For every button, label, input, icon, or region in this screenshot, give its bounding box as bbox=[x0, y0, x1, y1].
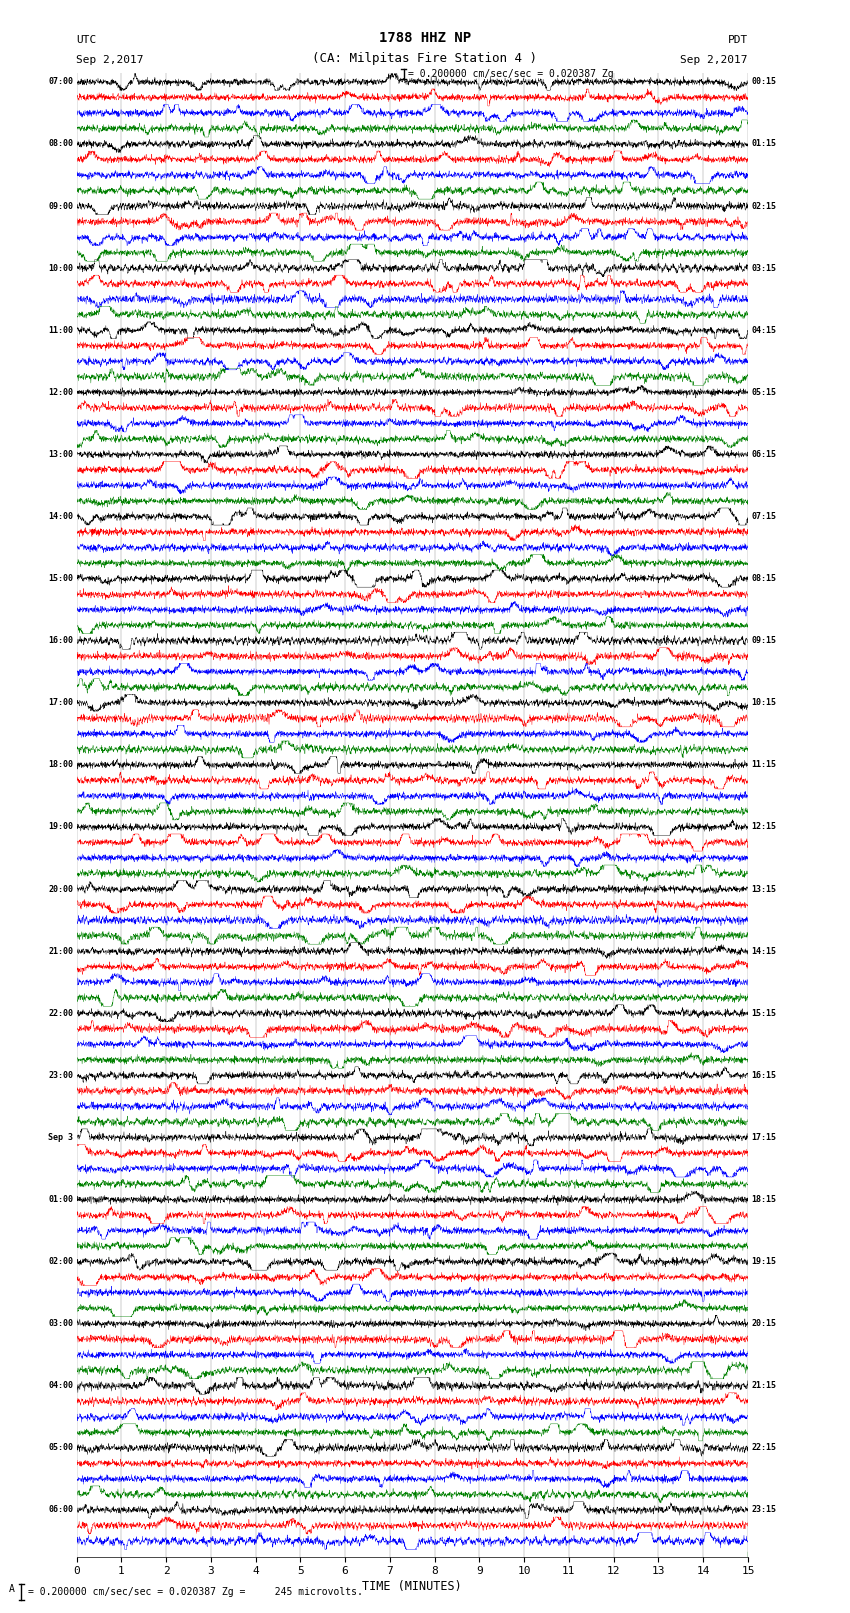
Text: 19:15: 19:15 bbox=[751, 1257, 776, 1266]
Text: 17:15: 17:15 bbox=[751, 1132, 776, 1142]
X-axis label: TIME (MINUTES): TIME (MINUTES) bbox=[362, 1581, 462, 1594]
Text: 22:00: 22:00 bbox=[48, 1008, 73, 1018]
Text: 14:15: 14:15 bbox=[751, 947, 776, 955]
Text: 06:15: 06:15 bbox=[751, 450, 776, 460]
Text: 04:00: 04:00 bbox=[48, 1381, 73, 1390]
Text: 14:00: 14:00 bbox=[48, 511, 73, 521]
Text: 21:00: 21:00 bbox=[48, 947, 73, 955]
Text: 09:15: 09:15 bbox=[751, 636, 776, 645]
Text: 11:00: 11:00 bbox=[48, 326, 73, 336]
Text: 17:00: 17:00 bbox=[48, 698, 73, 708]
Text: 03:15: 03:15 bbox=[751, 263, 776, 273]
Text: 23:00: 23:00 bbox=[48, 1071, 73, 1079]
Text: 08:15: 08:15 bbox=[751, 574, 776, 584]
Text: 11:15: 11:15 bbox=[751, 760, 776, 769]
Text: 18:00: 18:00 bbox=[48, 760, 73, 769]
Text: 00:15: 00:15 bbox=[751, 77, 776, 87]
Text: 15:15: 15:15 bbox=[751, 1008, 776, 1018]
Text: 03:00: 03:00 bbox=[48, 1319, 73, 1327]
Text: 16:00: 16:00 bbox=[48, 636, 73, 645]
Text: 04:15: 04:15 bbox=[751, 326, 776, 336]
Text: 19:00: 19:00 bbox=[48, 823, 73, 831]
Text: 18:15: 18:15 bbox=[751, 1195, 776, 1203]
Text: = 0.200000 cm/sec/sec = 0.020387 Zg: = 0.200000 cm/sec/sec = 0.020387 Zg bbox=[408, 69, 614, 79]
Text: 12:15: 12:15 bbox=[751, 823, 776, 831]
Text: 20:00: 20:00 bbox=[48, 884, 73, 894]
Text: 23:15: 23:15 bbox=[751, 1505, 776, 1515]
Text: 02:15: 02:15 bbox=[751, 202, 776, 211]
Text: 22:15: 22:15 bbox=[751, 1444, 776, 1452]
Text: Sep 2,2017: Sep 2,2017 bbox=[681, 55, 748, 65]
Text: Sep 3: Sep 3 bbox=[48, 1132, 73, 1142]
Text: PDT: PDT bbox=[728, 35, 748, 45]
Text: 1788 HHZ NP: 1788 HHZ NP bbox=[379, 31, 471, 45]
Text: A: A bbox=[8, 1584, 14, 1594]
Text: 07:15: 07:15 bbox=[751, 511, 776, 521]
Text: 09:00: 09:00 bbox=[48, 202, 73, 211]
Text: 10:00: 10:00 bbox=[48, 263, 73, 273]
Text: 10:15: 10:15 bbox=[751, 698, 776, 708]
Text: 15:00: 15:00 bbox=[48, 574, 73, 584]
Text: 01:15: 01:15 bbox=[751, 139, 776, 148]
Text: 07:00: 07:00 bbox=[48, 77, 73, 87]
Text: 16:15: 16:15 bbox=[751, 1071, 776, 1079]
Text: 05:15: 05:15 bbox=[751, 387, 776, 397]
Text: = 0.200000 cm/sec/sec = 0.020387 Zg =     245 microvolts.: = 0.200000 cm/sec/sec = 0.020387 Zg = 24… bbox=[28, 1587, 363, 1597]
Text: 08:00: 08:00 bbox=[48, 139, 73, 148]
Text: Sep 2,2017: Sep 2,2017 bbox=[76, 55, 144, 65]
Text: 02:00: 02:00 bbox=[48, 1257, 73, 1266]
Text: (CA: Milpitas Fire Station 4 ): (CA: Milpitas Fire Station 4 ) bbox=[313, 52, 537, 65]
Text: 12:00: 12:00 bbox=[48, 387, 73, 397]
Text: 21:15: 21:15 bbox=[751, 1381, 776, 1390]
Text: 13:00: 13:00 bbox=[48, 450, 73, 460]
Text: 06:00: 06:00 bbox=[48, 1505, 73, 1515]
Text: 20:15: 20:15 bbox=[751, 1319, 776, 1327]
Text: UTC: UTC bbox=[76, 35, 97, 45]
Text: 13:15: 13:15 bbox=[751, 884, 776, 894]
Text: 01:00: 01:00 bbox=[48, 1195, 73, 1203]
Text: 05:00: 05:00 bbox=[48, 1444, 73, 1452]
